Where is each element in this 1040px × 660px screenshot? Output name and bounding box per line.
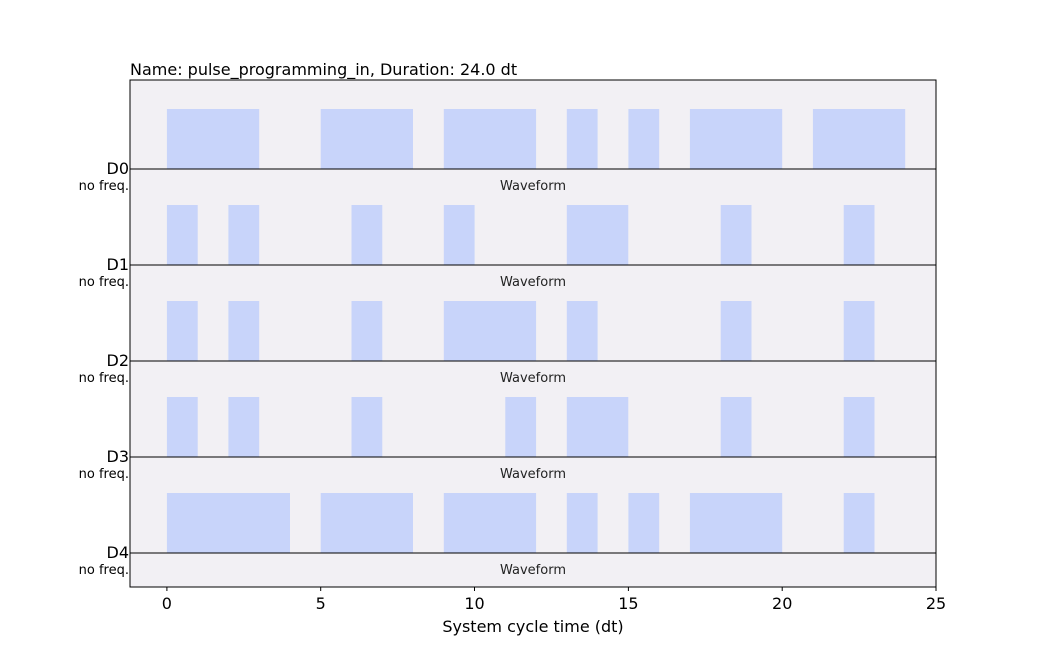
plot-frame [129, 79, 937, 588]
channel-name-d1: D1 [107, 255, 130, 274]
pulse-d2-6 [843, 301, 875, 361]
pulse-d4-3 [566, 493, 598, 553]
pulse-d0-0 [166, 109, 260, 169]
pulse-d0-6 [812, 109, 906, 169]
pulse-d3-3 [505, 397, 537, 457]
freq-label-d4: no freq. [79, 563, 129, 578]
pulse-d4-6 [843, 493, 875, 553]
freq-label-d1: no freq. [79, 275, 129, 290]
x-axis: 0 5 10 15 20 25 [162, 587, 946, 613]
freq-label-d3: no freq. [79, 467, 129, 482]
x-tick-label-5: 25 [926, 594, 946, 613]
channel-dividers [130, 168, 936, 554]
x-axis-label: System cycle time (dt) [442, 617, 623, 636]
pulse-d4-5 [689, 493, 783, 553]
pulse-d1-0 [166, 205, 198, 265]
chart-title: Name: pulse_programming_in, Duration: 24… [130, 60, 517, 80]
pulse-d2-0 [166, 301, 198, 361]
pulse-d3-6 [843, 397, 875, 457]
pulse-d3-2 [351, 397, 383, 457]
channel-name-d4: D4 [107, 543, 130, 562]
pulse-d4-2 [443, 493, 537, 553]
pulse-d0-5 [689, 109, 783, 169]
waveform-label-d1: Waveform [500, 275, 566, 290]
freq-label-d2: no freq. [79, 371, 129, 386]
pulse-d2-4 [566, 301, 598, 361]
pulse-d2-3 [443, 301, 537, 361]
x-tick-label-0: 0 [162, 594, 172, 613]
pulse-d0-2 [443, 109, 537, 169]
pulse-d3-5 [720, 397, 752, 457]
pulse-d4-4 [628, 493, 660, 553]
pulse-d0-4 [628, 109, 660, 169]
pulse-d1-4 [566, 205, 629, 265]
pulse-d1-5 [720, 205, 752, 265]
pulse-d4-1 [320, 493, 413, 553]
x-tick-label-4: 20 [772, 594, 792, 613]
pulse-d1-3 [443, 205, 475, 265]
channel-name-d3: D3 [107, 447, 130, 466]
channel-name-d2: D2 [107, 351, 130, 370]
waveform-label-d2: Waveform [500, 371, 566, 386]
x-tick-label-2: 10 [464, 594, 484, 613]
pulse-d1-6 [843, 205, 875, 265]
channel-name-d0: D0 [107, 159, 130, 178]
pulse-d1-1 [228, 205, 260, 265]
pulse-d3-4 [566, 397, 629, 457]
pulse-d3-0 [166, 397, 198, 457]
pulse-d1-2 [351, 205, 383, 265]
x-tick-label-3: 15 [618, 594, 638, 613]
waveform-label-d4: Waveform [500, 563, 566, 578]
pulses-layer [166, 109, 906, 553]
waveform-label-d0: Waveform [500, 179, 566, 194]
pulse-d2-1 [228, 301, 260, 361]
pulse-d3-1 [228, 397, 260, 457]
pulse-d4-0 [166, 493, 290, 553]
waveform-label-d3: Waveform [500, 467, 566, 482]
pulse-d2-2 [351, 301, 383, 361]
x-tick-label-1: 5 [316, 594, 326, 613]
freq-label-d0: no freq. [79, 179, 129, 194]
pulse-d0-1 [320, 109, 413, 169]
pulse-d2-5 [720, 301, 752, 361]
pulse-d0-3 [566, 109, 598, 169]
